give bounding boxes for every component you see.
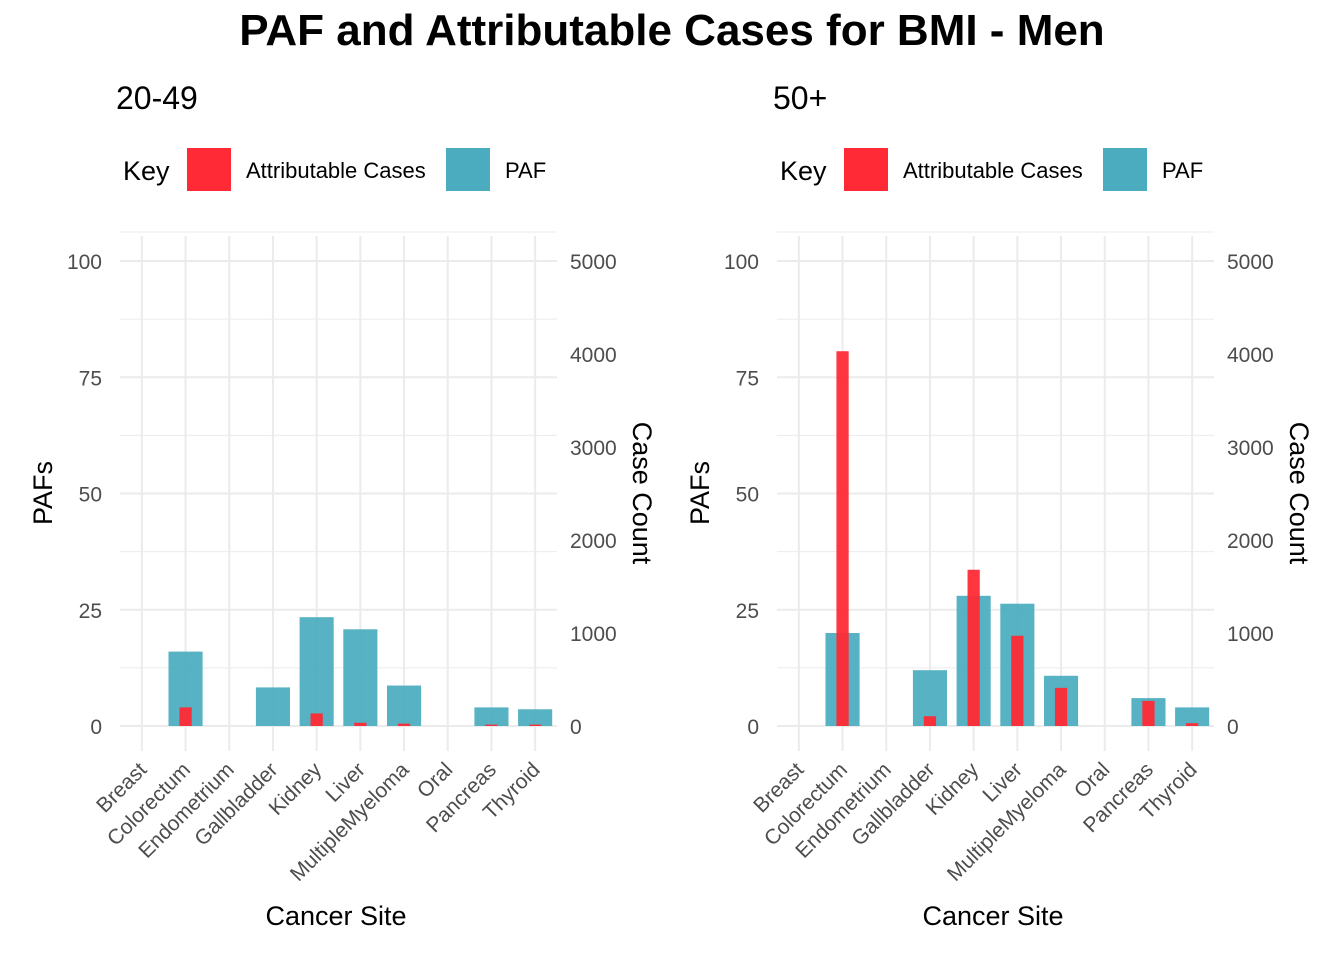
y2-tick-label: 4000: [1227, 344, 1274, 367]
y2-tick-label: 1000: [1227, 623, 1274, 646]
y2-axis-title: Case Count: [1284, 422, 1314, 565]
x-axis-title: Cancer Site: [922, 901, 1063, 931]
y2-tick-label: 2000: [570, 530, 617, 553]
paf-bars: [825, 595, 1210, 726]
legend-label-paf: PAF: [1162, 158, 1204, 183]
attributable-bar: [310, 713, 323, 726]
panel-title: 20-49: [116, 80, 198, 116]
y2-tick-label: 4000: [570, 344, 617, 367]
legend-label-attributable: Attributable Cases: [903, 158, 1083, 183]
legend-title: Key: [780, 156, 827, 186]
x-axis-title: Cancer Site: [265, 901, 406, 931]
paf-bar: [474, 707, 509, 726]
panel-right: 50+ Key Attributable Cases PAF 0 25 50 75 10…: [657, 0, 1329, 960]
y-tick-label: 25: [79, 600, 102, 623]
y-tick-label: 0: [90, 716, 102, 739]
attributable-bar: [923, 716, 937, 726]
attributable-bars: [179, 707, 542, 726]
legend-title: Key: [123, 156, 170, 186]
attributable-bar: [1142, 700, 1155, 726]
y-tick-label: 25: [736, 600, 759, 623]
left-axis-ticks: 0 25 50 75 100: [724, 251, 759, 739]
y2-tick-label: 2000: [1227, 530, 1274, 553]
legend-label-paf: PAF: [505, 158, 547, 183]
paf-bar: [299, 617, 334, 726]
y-axis-title: PAFs: [28, 461, 58, 525]
paf-bar: [387, 685, 422, 726]
x-axis-ticks: BreastColorectumEndometriumGallbladderKi…: [92, 758, 544, 886]
y2-tick-label: 5000: [570, 251, 617, 274]
attributable-bar: [529, 724, 542, 726]
legend-swatch-paf: [1103, 148, 1147, 191]
paf-bar: [518, 709, 553, 726]
y2-tick-label: 0: [570, 716, 582, 739]
paf-bar: [343, 629, 378, 726]
y-tick-label: 100: [724, 251, 759, 274]
y-tick-label: 0: [747, 716, 759, 739]
attributable-bar: [967, 569, 980, 726]
y2-tick-label: 0: [1227, 716, 1239, 739]
attributable-bar: [485, 724, 498, 726]
chart-main-title: PAF and Attributable Cases for BMI - Men: [239, 6, 1105, 55]
y-tick-label: 50: [736, 484, 759, 507]
y-tick-label: 50: [79, 484, 102, 507]
y2-tick-label: 1000: [570, 623, 617, 646]
y-tick-label: 75: [736, 367, 759, 390]
y2-tick-label: 5000: [1227, 251, 1274, 274]
legend-swatch-attributable: [187, 148, 231, 191]
y2-axis-title: Case Count: [627, 422, 657, 565]
legend-label-attributable: Attributable Cases: [246, 158, 426, 183]
paf-bar: [255, 687, 290, 726]
attributable-bar: [1054, 687, 1068, 726]
bar-chart-left: 0255075100010002000300040005000BreastCol…: [28, 231, 657, 931]
bar-chart-right: 0255075100010002000300040005000BreastCol…: [685, 231, 1314, 931]
attributable-bars: [836, 351, 1199, 726]
panel-left: 20-49 Key Attributable Cases PAF 0 25 50 75…: [28, 80, 657, 931]
legend-swatch-attributable: [844, 148, 888, 191]
paf-bars: [168, 617, 553, 726]
attributable-bar: [1186, 723, 1199, 726]
attributable-bar: [179, 707, 192, 726]
y2-tick-label: 3000: [570, 437, 617, 460]
y-tick-label: 75: [79, 367, 102, 390]
panel-title: 50+: [773, 80, 828, 116]
y-tick-label: 100: [67, 251, 102, 274]
legend-swatch-paf: [446, 148, 490, 191]
attributable-bar: [836, 351, 849, 726]
right-axis-ticks: 0 1000 2000 3000 4000 5000: [1227, 251, 1274, 739]
y-axis-title: PAFs: [685, 461, 715, 525]
x-axis-ticks: BreastColorectumEndometriumGallbladderKi…: [749, 758, 1201, 886]
attributable-bar: [1011, 635, 1024, 726]
paf-bar: [1175, 707, 1210, 726]
attributable-bar: [354, 722, 367, 726]
y2-tick-label: 3000: [1227, 437, 1274, 460]
left-axis-ticks: 0 25 50 75 100: [67, 251, 102, 739]
right-axis-ticks: 0 1000 2000 3000 4000 5000: [570, 251, 617, 739]
attributable-bar: [397, 723, 411, 726]
